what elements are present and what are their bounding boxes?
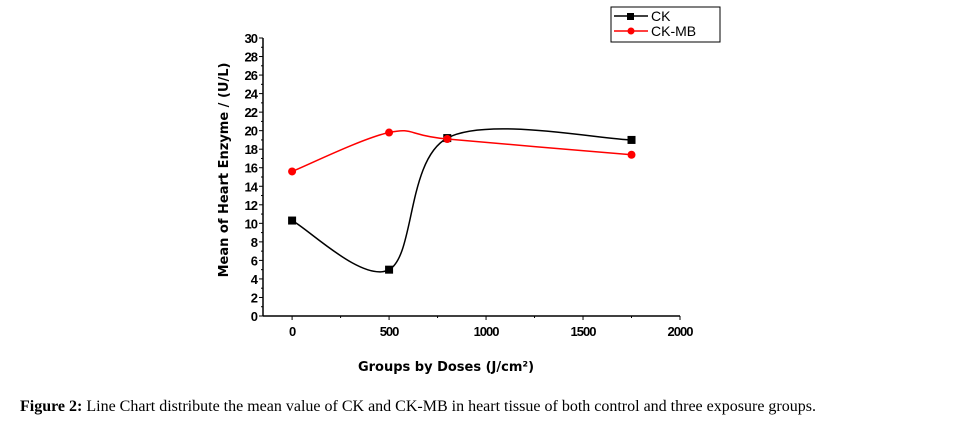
y-axis-label: Mean of Heart Enzyme / (U/L) — [217, 63, 232, 278]
x-tick-label: 2000 — [668, 324, 694, 339]
y-tick-label: 10 — [245, 216, 258, 231]
series-line-ck — [291, 128, 632, 273]
data-point-ck-mb — [385, 128, 394, 137]
figure-caption: Figure 2: Line Chart distribute the mean… — [20, 398, 816, 416]
x-tick-label: 1000 — [474, 324, 500, 339]
legend-box — [610, 6, 721, 43]
caption-text: Line Chart distribute the mean value of … — [82, 398, 816, 415]
y-tick-label: 8 — [251, 235, 258, 250]
y-tick-label: 16 — [245, 161, 258, 176]
series-group — [288, 128, 636, 274]
y-tick-label: 30 — [245, 31, 258, 46]
data-point-ck — [288, 216, 297, 225]
legend-label: CK — [651, 8, 671, 24]
series-line-ck-mb — [291, 129, 632, 173]
y-tick-label: 6 — [251, 253, 258, 268]
y-tick-label: 24 — [245, 87, 259, 102]
caption-label: Figure 2: — [20, 398, 83, 415]
x-tick-label: 0 — [289, 324, 296, 339]
x-tick-label: 1500 — [571, 324, 597, 339]
y-tick-label: 2 — [251, 290, 258, 305]
data-point-ck-mb — [443, 135, 452, 144]
data-point-ck — [385, 265, 394, 274]
data-point-ck — [627, 135, 636, 144]
y-tick-label: 18 — [245, 142, 258, 157]
legend-label: CK-MB — [651, 23, 696, 39]
x-tick-label: 500 — [380, 324, 399, 339]
x-axis-label: Groups by Doses (J/cm²) — [358, 360, 534, 375]
y-tick-label: 14 — [245, 179, 259, 194]
y-tick-label: 28 — [245, 50, 258, 65]
y-tick-label: 12 — [245, 198, 258, 213]
y-tick-label: 20 — [245, 124, 258, 139]
y-tick-label: 4 — [251, 272, 259, 287]
y-tick-label: 0 — [251, 309, 258, 324]
y-tick-label: 26 — [245, 68, 258, 83]
data-point-ck-mb — [627, 150, 636, 159]
legend-marker — [627, 13, 634, 20]
legend-marker — [627, 27, 635, 35]
data-point-ck-mb — [288, 167, 297, 176]
y-tick-label: 22 — [245, 105, 258, 120]
